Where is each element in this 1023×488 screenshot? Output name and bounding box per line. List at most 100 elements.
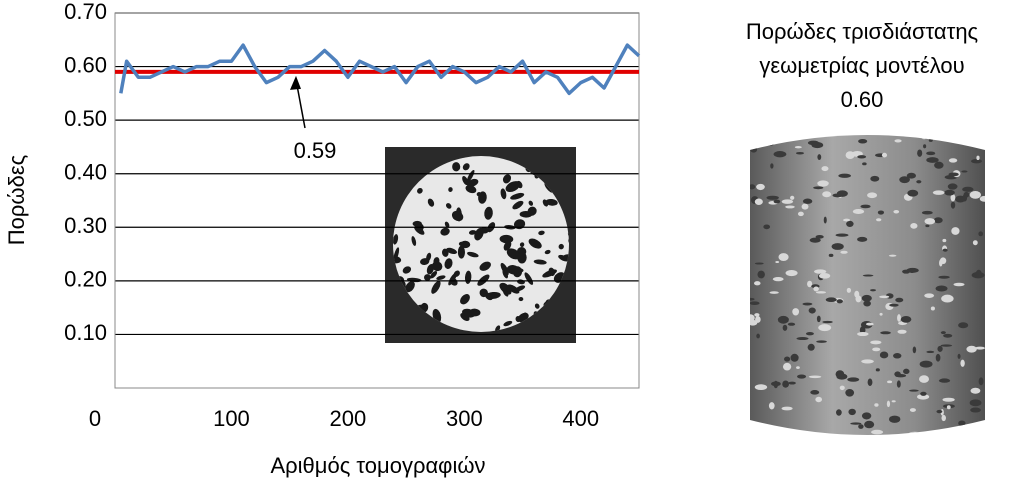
model-pore — [899, 176, 910, 184]
ct-pore — [534, 303, 540, 309]
model-pore — [938, 275, 950, 279]
series-line — [119, 43, 641, 96]
model-pore — [978, 377, 984, 386]
model-pore — [822, 191, 832, 198]
model-pore — [808, 375, 822, 379]
ct-pore — [533, 259, 547, 265]
ct-pore — [453, 270, 460, 277]
ct-pore — [558, 254, 569, 262]
model-pore — [970, 407, 981, 413]
ct-pore — [479, 261, 491, 271]
model-pore — [815, 396, 823, 403]
ct-pore — [506, 248, 521, 260]
model-pore — [823, 216, 827, 224]
model-pore — [792, 308, 800, 316]
model-pore — [782, 362, 792, 371]
model-pore — [777, 315, 789, 324]
model-pore — [867, 192, 878, 199]
ct-pore — [477, 274, 490, 286]
ct-pore — [465, 185, 477, 194]
model-pore — [933, 217, 943, 224]
model-pore — [891, 400, 896, 403]
model-pore — [963, 191, 970, 198]
model-pore — [936, 409, 943, 414]
model-pore — [788, 381, 796, 385]
model-pore — [754, 384, 768, 391]
ct-pore — [452, 212, 459, 220]
ct-pore — [542, 269, 557, 278]
model-pore — [894, 139, 902, 143]
annotation-arrowhead — [290, 75, 301, 90]
model-pore — [838, 173, 851, 178]
model-pore — [940, 344, 953, 347]
model-pore — [772, 277, 784, 282]
model-pore — [912, 346, 917, 354]
model-pore — [815, 234, 824, 239]
model-pore — [814, 269, 827, 274]
model-pore — [861, 294, 872, 302]
model-pore — [944, 189, 955, 196]
ct-pore — [466, 169, 475, 183]
model-pore — [857, 155, 867, 159]
ct-pore — [458, 241, 465, 247]
model-pore — [979, 195, 985, 202]
model-pore — [870, 175, 880, 182]
model-pore — [930, 306, 935, 311]
model-pore — [920, 391, 927, 396]
model-pore — [845, 388, 855, 397]
model-pore — [877, 210, 885, 215]
ct-pore — [518, 297, 524, 302]
model-pore — [893, 353, 902, 359]
model-pore — [917, 127, 923, 134]
model-pore — [895, 374, 907, 378]
model-pore — [926, 157, 939, 163]
model-pore — [881, 152, 888, 158]
model-pore — [961, 170, 968, 173]
model-pore — [939, 259, 943, 267]
y-tick-label: 0.70 — [64, 0, 107, 24]
model-pore — [778, 253, 789, 261]
model-pore — [976, 155, 980, 161]
ct-pore — [519, 242, 525, 247]
model-pore — [858, 424, 864, 429]
ct-pore — [411, 236, 417, 246]
model-pore — [861, 359, 874, 364]
model-pore — [802, 302, 813, 306]
model-pore — [766, 195, 779, 200]
model-pore — [946, 405, 951, 410]
model-pore — [781, 135, 791, 139]
ct-pore — [502, 269, 509, 279]
x-tick-label: 200 — [330, 406, 367, 431]
model-pore — [895, 297, 904, 303]
ct-pore — [424, 274, 431, 281]
ct-pore — [440, 227, 450, 236]
model-pore — [875, 368, 880, 372]
model-pore — [874, 403, 879, 407]
ct-pore — [502, 174, 512, 184]
model-pore — [854, 290, 860, 298]
y-axis-label: Πορώδες — [4, 155, 29, 245]
model-pore — [754, 313, 760, 317]
model-pore — [900, 315, 912, 323]
plot-frame — [114, 12, 640, 389]
model-pore — [970, 387, 981, 394]
model-pore — [802, 198, 813, 204]
model-pore — [926, 350, 935, 354]
model-pore — [937, 345, 943, 352]
model-pore — [897, 314, 901, 322]
model-pore — [828, 253, 834, 257]
model-pore — [835, 233, 849, 237]
model-pore — [935, 353, 941, 362]
ct-pore — [474, 227, 484, 241]
model-pore — [750, 184, 756, 190]
model-pore — [814, 432, 820, 435]
y-tick-label: 0.40 — [64, 160, 107, 185]
ct-pore — [417, 187, 423, 194]
model-pore — [924, 293, 935, 298]
model-porosity: 0.60 — [841, 87, 884, 112]
ct-pore — [507, 284, 520, 294]
y-tick-label: 0.50 — [64, 106, 107, 131]
model-pore — [928, 138, 933, 142]
model-pore — [896, 380, 901, 388]
